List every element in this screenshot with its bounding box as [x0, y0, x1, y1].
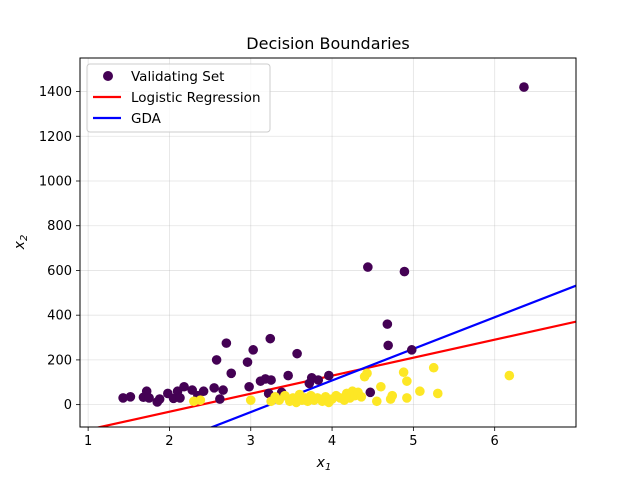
legend-marker-validating-set [103, 71, 113, 81]
data-point-class-1 [398, 367, 409, 378]
data-point-class-0 [406, 345, 417, 355]
data-point-class-0 [209, 383, 219, 393]
data-point-class-1 [362, 368, 372, 379]
plot-frame [79, 57, 577, 428]
data-point-class-0 [218, 385, 228, 395]
data-point-class-0 [221, 338, 232, 348]
data-point-class-0 [382, 319, 393, 329]
data-point-class-0 [248, 345, 258, 355]
data-point-class-0 [179, 381, 189, 392]
legend: Validating Set Logistic Regression GDA [86, 63, 271, 133]
data-point-class-1 [371, 396, 382, 407]
data-point-class-0 [244, 381, 254, 392]
data-point-class-1 [195, 395, 206, 405]
data-point-class-0 [118, 393, 128, 403]
y-axis-label-subscript: 2 [19, 235, 30, 241]
y-tick-label: 600 [47, 264, 72, 279]
data-point-class-0 [198, 386, 209, 397]
data-point-class-1 [245, 395, 256, 405]
data-point-class-0 [519, 82, 529, 92]
data-point-class-1 [387, 390, 398, 401]
y-tick-label: 1000 [39, 175, 72, 190]
legend-box [86, 63, 271, 133]
data-point-class-0 [266, 375, 276, 385]
y-axis-label: x2 [12, 235, 30, 251]
legend-label-logistic-regression: Logistic Regression [131, 90, 261, 106]
data-point-class-0 [365, 387, 376, 398]
gda-boundary-line [209, 284, 576, 427]
data-point-class-1 [504, 370, 515, 381]
data-point-class-1 [402, 376, 412, 386]
data-point-class-1 [415, 386, 425, 397]
y-tick-label: 200 [47, 353, 72, 368]
data-point-class-0 [175, 393, 185, 403]
y-tick-label: 400 [47, 309, 72, 324]
x-tick-label: 1 [84, 434, 92, 449]
data-point-class-0 [399, 266, 410, 277]
data-point-class-0 [211, 355, 222, 365]
chart-title: Decision Boundaries [246, 34, 409, 53]
x-tick-label: 4 [328, 434, 336, 449]
axis-ticks: 1 2 3 4 5 6 0 200 400 600 800 1000 1200 1400 [39, 85, 499, 449]
data-point-class-1 [376, 381, 386, 392]
legend-label-validating-set: Validating Set [131, 69, 224, 85]
data-point-class-0 [125, 392, 136, 402]
data-point-class-1 [428, 362, 439, 373]
x-tick-label: 6 [491, 434, 499, 449]
data-point-class-0 [265, 333, 276, 344]
data-point-class-0 [363, 262, 373, 272]
data-point-class-1 [356, 392, 367, 402]
y-tick-label: 800 [47, 219, 72, 234]
data-point-class-0 [226, 368, 237, 379]
validating-points [118, 82, 529, 408]
data-point-class-1 [432, 388, 443, 399]
data-point-class-0 [283, 370, 293, 381]
y-tick-label: 1400 [39, 85, 72, 100]
y-tick-label: 1200 [39, 130, 72, 145]
data-point-class-0 [215, 394, 225, 404]
x-tick-label: 2 [165, 434, 173, 449]
data-point-class-0 [383, 340, 393, 351]
y-tick-label: 0 [64, 398, 72, 413]
data-point-class-0 [144, 393, 154, 403]
x-axis-label-subscript: 1 [325, 462, 331, 473]
legend-label-gda: GDA [131, 111, 162, 127]
x-tick-label: 5 [409, 434, 417, 449]
data-point-class-0 [154, 394, 165, 404]
x-tick-label: 3 [247, 434, 255, 449]
data-point-class-0 [324, 370, 334, 381]
data-point-class-1 [402, 393, 412, 403]
data-point-class-0 [242, 357, 253, 367]
x-axis-label: x1 [316, 455, 332, 473]
data-point-class-0 [313, 375, 324, 385]
data-point-class-0 [292, 348, 302, 359]
